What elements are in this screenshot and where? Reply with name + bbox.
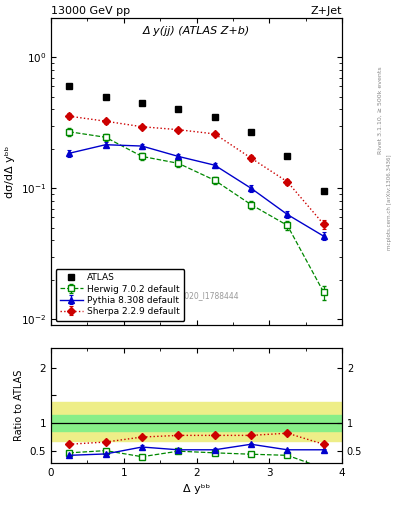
Y-axis label: dσ/dΔ yᵇᵇ: dσ/dΔ yᵇᵇ bbox=[5, 145, 15, 198]
Y-axis label: Ratio to ATLAS: Ratio to ATLAS bbox=[14, 370, 24, 441]
Legend: ATLAS, Herwig 7.0.2 default, Pythia 8.308 default, Sherpa 2.2.9 default: ATLAS, Herwig 7.0.2 default, Pythia 8.30… bbox=[55, 269, 184, 321]
Text: Δ y(jj) (ATLAS Z+b): Δ y(jj) (ATLAS Z+b) bbox=[143, 26, 250, 36]
ATLAS bbox=[321, 188, 326, 194]
ATLAS bbox=[140, 100, 144, 106]
ATLAS bbox=[67, 83, 72, 90]
Text: mcplots.cern.ch [arXiv:1306.3436]: mcplots.cern.ch [arXiv:1306.3436] bbox=[387, 155, 392, 250]
Text: ATLAS_2020_I1788444: ATLAS_2020_I1788444 bbox=[153, 291, 240, 301]
ATLAS bbox=[285, 153, 290, 159]
Text: 13000 GeV pp: 13000 GeV pp bbox=[51, 6, 130, 16]
Text: Z+Jet: Z+Jet bbox=[310, 6, 342, 16]
Text: Rivet 3.1.10, ≥ 500k events: Rivet 3.1.10, ≥ 500k events bbox=[377, 66, 382, 154]
ATLAS bbox=[176, 106, 181, 113]
Line: ATLAS: ATLAS bbox=[66, 83, 327, 195]
ATLAS bbox=[103, 94, 108, 100]
ATLAS bbox=[212, 114, 217, 120]
X-axis label: Δ yᵇᵇ: Δ yᵇᵇ bbox=[183, 484, 210, 494]
ATLAS bbox=[249, 129, 253, 135]
